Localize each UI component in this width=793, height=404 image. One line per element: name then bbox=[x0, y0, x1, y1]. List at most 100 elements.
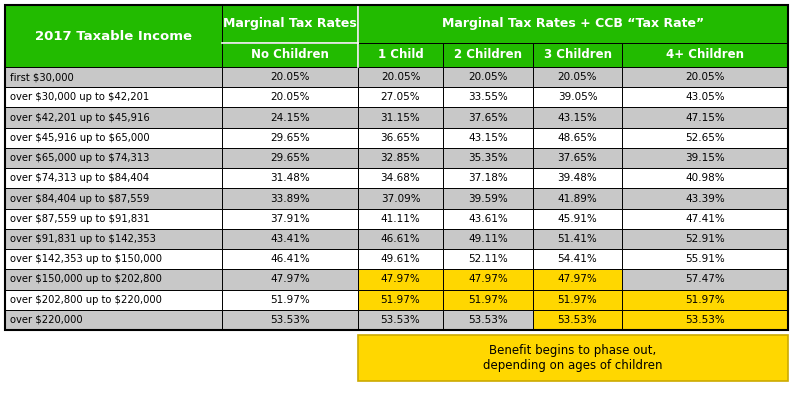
Bar bbox=[5, 148, 222, 168]
Bar bbox=[443, 107, 533, 128]
Bar bbox=[358, 107, 443, 128]
Bar bbox=[222, 229, 358, 249]
Text: 37.65%: 37.65% bbox=[557, 153, 597, 163]
Text: 55.91%: 55.91% bbox=[685, 254, 725, 264]
Text: over \$91,831 up to \$142,353: over \$91,831 up to \$142,353 bbox=[10, 234, 156, 244]
Bar bbox=[222, 87, 358, 107]
Text: 47.15%: 47.15% bbox=[685, 113, 725, 122]
Bar bbox=[622, 87, 788, 107]
Bar bbox=[533, 188, 622, 208]
Bar bbox=[5, 269, 222, 290]
Bar bbox=[622, 128, 788, 148]
Bar bbox=[622, 249, 788, 269]
Bar bbox=[358, 87, 443, 107]
Text: over \$150,000 up to \$202,800: over \$150,000 up to \$202,800 bbox=[10, 274, 162, 284]
Text: 47.97%: 47.97% bbox=[557, 274, 597, 284]
Text: Marginal Tax Rates: Marginal Tax Rates bbox=[223, 17, 357, 30]
Text: 53.53%: 53.53% bbox=[381, 315, 420, 325]
Bar bbox=[5, 168, 222, 188]
Bar bbox=[622, 208, 788, 229]
Bar bbox=[5, 67, 222, 87]
Text: 2017 Taxable Income: 2017 Taxable Income bbox=[35, 29, 192, 42]
Bar bbox=[622, 148, 788, 168]
Text: 39.15%: 39.15% bbox=[685, 153, 725, 163]
Bar bbox=[533, 310, 622, 330]
Bar bbox=[358, 148, 443, 168]
Bar bbox=[533, 128, 622, 148]
Bar bbox=[358, 310, 443, 330]
Bar bbox=[5, 290, 222, 310]
Bar bbox=[443, 229, 533, 249]
Text: over \$84,404 up to \$87,559: over \$84,404 up to \$87,559 bbox=[10, 194, 149, 204]
Bar bbox=[358, 67, 443, 87]
Bar bbox=[443, 310, 533, 330]
Text: 20.05%: 20.05% bbox=[685, 72, 725, 82]
Bar bbox=[5, 5, 222, 67]
Text: over \$45,916 up to \$65,000: over \$45,916 up to \$65,000 bbox=[10, 133, 150, 143]
Text: 41.11%: 41.11% bbox=[381, 214, 420, 224]
Text: 51.97%: 51.97% bbox=[381, 295, 420, 305]
Text: No Children: No Children bbox=[251, 48, 329, 61]
Text: 37.18%: 37.18% bbox=[468, 173, 508, 183]
Text: 43.15%: 43.15% bbox=[468, 133, 508, 143]
Text: 2 Children: 2 Children bbox=[454, 48, 522, 61]
Text: over \$74,313 up to \$84,404: over \$74,313 up to \$84,404 bbox=[10, 173, 149, 183]
Text: 43.61%: 43.61% bbox=[468, 214, 508, 224]
Bar bbox=[443, 290, 533, 310]
Text: 51.41%: 51.41% bbox=[557, 234, 597, 244]
Bar bbox=[443, 87, 533, 107]
Bar bbox=[622, 168, 788, 188]
Bar bbox=[358, 208, 443, 229]
Bar bbox=[358, 335, 788, 381]
Bar bbox=[533, 249, 622, 269]
Text: 46.61%: 46.61% bbox=[381, 234, 420, 244]
Bar bbox=[622, 290, 788, 310]
Bar bbox=[533, 168, 622, 188]
Text: 52.91%: 52.91% bbox=[685, 234, 725, 244]
Text: 43.15%: 43.15% bbox=[557, 113, 597, 122]
Bar bbox=[622, 188, 788, 208]
Bar bbox=[222, 43, 358, 67]
Text: 20.05%: 20.05% bbox=[270, 93, 310, 102]
Text: 37.91%: 37.91% bbox=[270, 214, 310, 224]
Text: first \$30,000: first \$30,000 bbox=[10, 72, 74, 82]
Text: 24.15%: 24.15% bbox=[270, 113, 310, 122]
Bar bbox=[222, 290, 358, 310]
Text: over \$42,201 up to \$45,916: over \$42,201 up to \$45,916 bbox=[10, 113, 150, 122]
Bar bbox=[358, 128, 443, 148]
Text: 52.11%: 52.11% bbox=[468, 254, 508, 264]
Text: 43.05%: 43.05% bbox=[685, 93, 725, 102]
Text: 47.41%: 47.41% bbox=[685, 214, 725, 224]
Text: 51.97%: 51.97% bbox=[557, 295, 597, 305]
Bar bbox=[443, 208, 533, 229]
Text: 27.05%: 27.05% bbox=[381, 93, 420, 102]
Text: 52.65%: 52.65% bbox=[685, 133, 725, 143]
Text: 31.48%: 31.48% bbox=[270, 173, 310, 183]
Bar bbox=[622, 229, 788, 249]
Bar bbox=[222, 148, 358, 168]
Bar bbox=[5, 208, 222, 229]
Text: 1 Child: 1 Child bbox=[377, 48, 423, 61]
Bar bbox=[5, 5, 788, 330]
Text: 40.98%: 40.98% bbox=[685, 173, 725, 183]
Bar bbox=[443, 67, 533, 87]
Bar bbox=[533, 208, 622, 229]
Text: 49.61%: 49.61% bbox=[381, 254, 420, 264]
Text: over \$65,000 up to \$74,313: over \$65,000 up to \$74,313 bbox=[10, 153, 149, 163]
Text: 20.05%: 20.05% bbox=[557, 72, 597, 82]
Text: over \$202,800 up to \$220,000: over \$202,800 up to \$220,000 bbox=[10, 295, 162, 305]
Bar bbox=[443, 269, 533, 290]
Text: 34.68%: 34.68% bbox=[381, 173, 420, 183]
Bar bbox=[222, 188, 358, 208]
Bar bbox=[222, 249, 358, 269]
Bar bbox=[358, 188, 443, 208]
Bar bbox=[222, 269, 358, 290]
Text: 46.41%: 46.41% bbox=[270, 254, 310, 264]
Text: Benefit begins to phase out,
depending on ages of children: Benefit begins to phase out, depending o… bbox=[483, 344, 663, 372]
Text: 41.89%: 41.89% bbox=[557, 194, 597, 204]
Bar bbox=[5, 229, 222, 249]
Text: 37.65%: 37.65% bbox=[468, 113, 508, 122]
Bar bbox=[533, 148, 622, 168]
Text: 54.41%: 54.41% bbox=[557, 254, 597, 264]
Text: 39.48%: 39.48% bbox=[557, 173, 597, 183]
